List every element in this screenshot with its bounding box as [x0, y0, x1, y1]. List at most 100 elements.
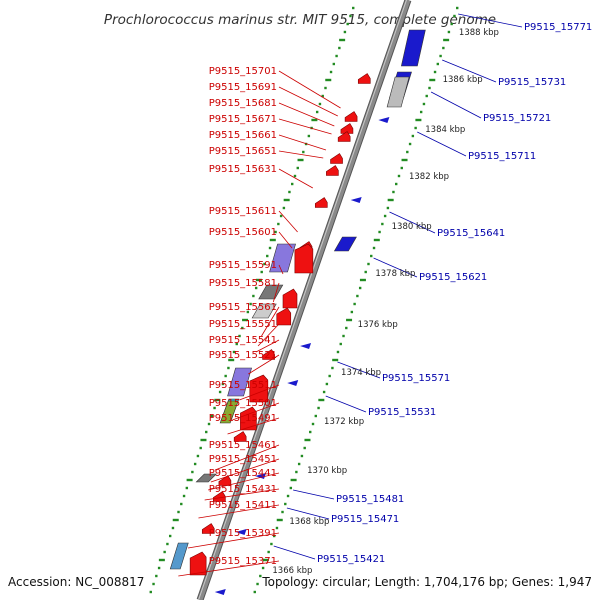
right-track-dot — [378, 230, 381, 234]
left-leader-line — [255, 339, 280, 353]
left-gene-label: P9515_15651 — [209, 146, 277, 157]
left-track-dot — [241, 326, 244, 330]
left-track-dot — [163, 550, 166, 554]
left-track-dot — [228, 358, 235, 362]
forward-gene — [276, 307, 292, 326]
left-gene-label: P9515_15521 — [209, 350, 277, 361]
left-track-dot — [307, 134, 311, 138]
right-track-dot — [300, 454, 304, 458]
left-track-dot — [269, 238, 276, 242]
reverse-gene-mark — [378, 117, 390, 123]
forward-gene-mark — [262, 349, 275, 360]
right-track-dot — [297, 462, 301, 466]
forward-gene — [282, 288, 298, 309]
left-gene-label: P9515_15461 — [209, 440, 277, 451]
right-leader-line — [458, 13, 523, 28]
left-leader-line — [214, 444, 280, 471]
right-leader-line — [273, 545, 316, 560]
kbp-tick-label: 1374 kbp — [341, 368, 381, 378]
left-gene-label: P9515_15581 — [209, 278, 277, 289]
left-track-dot — [207, 422, 211, 426]
left-leader-line — [257, 323, 280, 347]
gene-labels: P9515_15701 P9515_15691 P9515_15681 P9515_1… — [209, 22, 593, 567]
right-track-dot — [419, 110, 423, 114]
left-leader-line — [187, 532, 280, 549]
gene-box — [269, 243, 296, 273]
right-gene-label: P9515_15531 — [368, 407, 436, 418]
left-leader-line — [261, 306, 280, 337]
left-track-dot — [302, 150, 305, 154]
left-track-dot — [182, 494, 186, 498]
right-track-dot — [406, 150, 409, 154]
backbone-highlight — [198, 0, 407, 600]
right-gene-label: P9515_15711 — [468, 151, 536, 162]
right-track-dot — [317, 406, 320, 410]
left-track-dot — [315, 110, 319, 114]
left-gene-label: P9515_15601 — [209, 227, 277, 238]
right-leader-line — [389, 211, 436, 234]
right-track-dot — [433, 70, 437, 74]
left-leader-line — [178, 560, 280, 577]
right-track-dot — [373, 238, 380, 242]
left-gene-label: P9515_15501 — [209, 398, 277, 409]
right-gene-label: P9515_15721 — [483, 113, 551, 124]
left-track-dot — [274, 230, 277, 234]
forward-gene-mark — [340, 123, 354, 134]
right-track-dot — [425, 94, 428, 98]
right-track-dot — [450, 22, 453, 26]
right-track-dot — [272, 534, 276, 538]
left-track-dot — [255, 278, 262, 282]
reverse-gene — [386, 76, 410, 108]
left-leader-line — [208, 472, 280, 491]
left-gene-label: P9515_15491 — [209, 413, 277, 424]
right-track-dot — [415, 118, 422, 122]
right-track-dot — [304, 438, 311, 442]
right-track-dot — [346, 318, 353, 322]
right-leader-line — [337, 361, 381, 379]
left-track-dot — [260, 270, 263, 274]
forward-gene-mark — [218, 475, 232, 486]
right-leader-line — [325, 395, 367, 413]
left-leader-line — [278, 210, 298, 233]
right-track-dot — [381, 222, 384, 226]
left-gene-label: P9515_15661 — [209, 130, 277, 141]
right-track-dot — [275, 526, 279, 530]
right-track-dot — [383, 214, 387, 218]
left-gene-label: P9515_15591 — [209, 260, 277, 271]
left-gene-label: P9515_15681 — [209, 98, 277, 109]
right-track-dot — [311, 422, 315, 426]
left-track-dot — [155, 574, 158, 578]
reverse-gene — [400, 29, 426, 67]
left-track-dot — [254, 286, 258, 290]
gene-box — [227, 367, 252, 397]
left-track-dot — [210, 414, 213, 418]
left-gene-label: P9515_15511 — [209, 380, 277, 391]
forward-gene-mark — [326, 165, 339, 176]
right-track-dot — [339, 342, 342, 346]
left-track-dot — [196, 454, 200, 458]
right-track-dot — [286, 494, 290, 498]
reverse-gene-mark — [254, 473, 266, 479]
left-track-dot — [205, 430, 208, 434]
right-track-dot — [322, 390, 326, 394]
left-track-dot — [293, 174, 297, 178]
left-track-dot — [324, 86, 327, 90]
left-gene-label: P9515_15451 — [209, 454, 277, 465]
left-gene-label: P9515_15691 — [209, 82, 277, 93]
left-track-dot — [282, 206, 286, 210]
left-track-dot — [349, 14, 352, 18]
left-track-dot — [191, 470, 194, 474]
right-track-dot — [356, 294, 359, 298]
right-track-dot — [370, 254, 373, 258]
right-track-dot — [364, 270, 367, 274]
right-track-dot — [436, 62, 440, 66]
left-leader-line — [248, 354, 280, 375]
left-track-dot — [177, 510, 180, 514]
left-track-dot — [325, 78, 332, 82]
forward-gene-mark — [233, 431, 247, 442]
left-track-dot — [311, 118, 318, 122]
right-gene-label: P9515_15771 — [524, 22, 592, 33]
right-track-dot — [358, 286, 362, 290]
reverse-gene-mark — [350, 197, 362, 203]
